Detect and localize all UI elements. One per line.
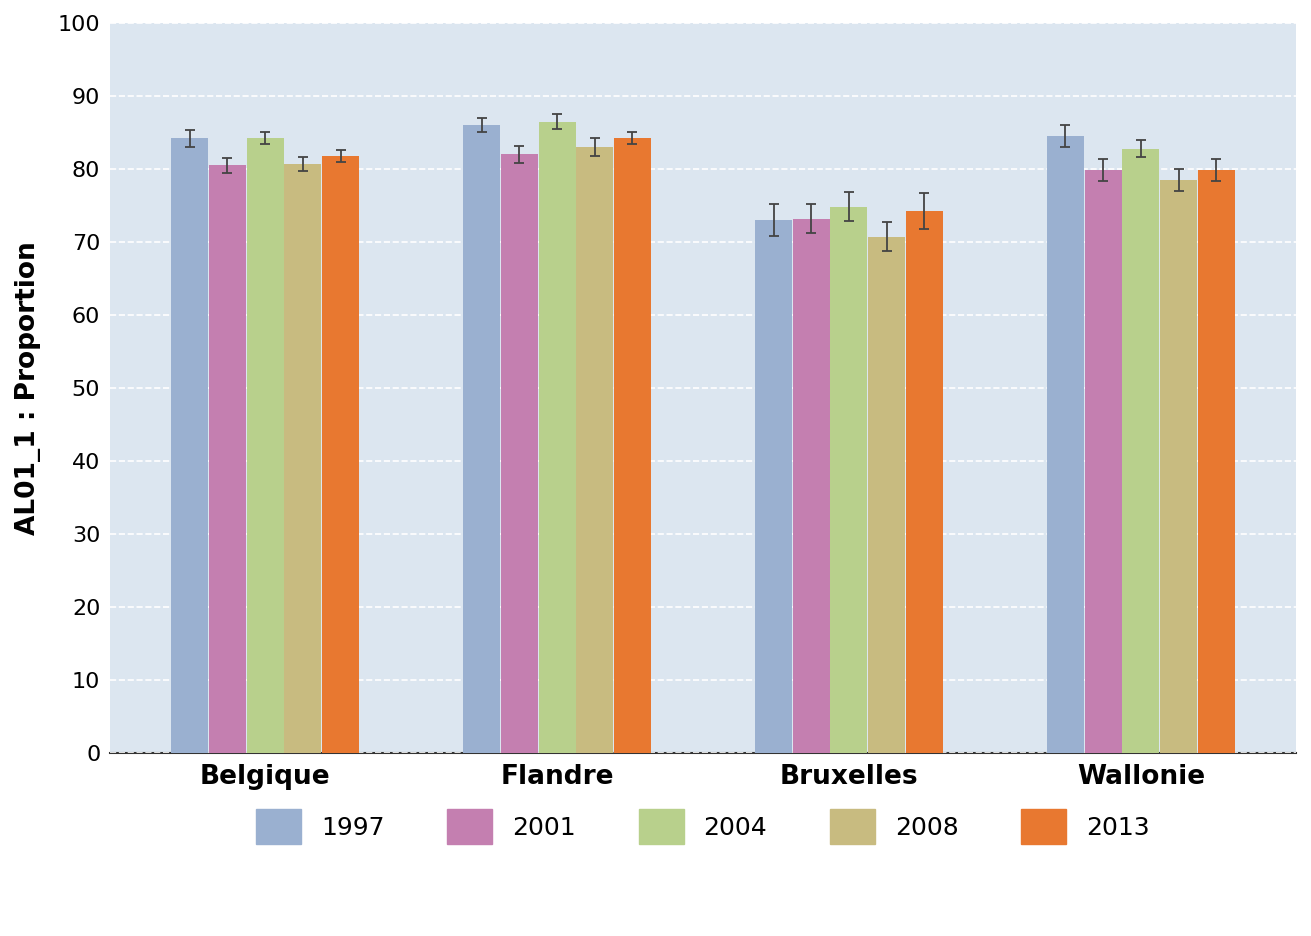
Bar: [1160, 180, 1197, 753]
Bar: [577, 147, 614, 753]
Bar: [614, 139, 652, 753]
Bar: [172, 139, 208, 753]
Bar: [1122, 149, 1159, 753]
Bar: [1198, 170, 1235, 753]
Bar: [323, 155, 359, 753]
Bar: [208, 166, 246, 753]
Bar: [463, 125, 499, 753]
Bar: [906, 212, 943, 753]
Bar: [1084, 170, 1122, 753]
Bar: [755, 220, 792, 753]
Legend: 1997, 2001, 2004, 2008, 2013: 1997, 2001, 2004, 2008, 2013: [244, 797, 1162, 857]
Bar: [868, 237, 905, 753]
Bar: [830, 207, 868, 753]
Y-axis label: AL01_1 : Proportion: AL01_1 : Proportion: [14, 241, 41, 534]
Bar: [284, 164, 321, 753]
Bar: [1047, 136, 1084, 753]
Bar: [501, 154, 538, 753]
Bar: [793, 218, 830, 753]
Bar: [246, 139, 283, 753]
Bar: [539, 122, 576, 753]
